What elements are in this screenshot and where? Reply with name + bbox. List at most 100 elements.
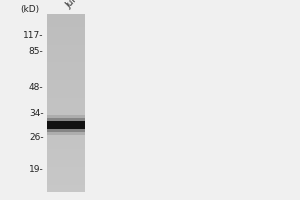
Bar bbox=[46, 81, 86, 83]
Bar bbox=[46, 30, 86, 31]
Bar bbox=[46, 86, 86, 88]
Bar bbox=[46, 44, 86, 45]
Bar bbox=[46, 128, 86, 130]
Bar bbox=[46, 35, 86, 36]
Bar bbox=[46, 151, 86, 152]
Bar bbox=[46, 147, 86, 148]
Bar bbox=[46, 164, 86, 165]
Bar bbox=[46, 170, 86, 172]
Bar bbox=[46, 175, 86, 176]
Bar bbox=[46, 154, 86, 156]
Bar bbox=[46, 119, 86, 120]
Bar bbox=[46, 53, 86, 54]
Bar bbox=[46, 172, 86, 173]
Bar bbox=[46, 106, 86, 107]
Bar bbox=[46, 17, 86, 18]
Bar bbox=[46, 191, 86, 192]
Bar bbox=[46, 43, 86, 44]
Bar bbox=[46, 84, 86, 85]
Bar bbox=[46, 120, 86, 122]
Bar bbox=[46, 104, 86, 106]
Bar bbox=[46, 79, 86, 81]
Bar bbox=[46, 29, 86, 30]
Bar bbox=[46, 77, 86, 78]
Text: 34-: 34- bbox=[29, 108, 44, 117]
Bar bbox=[46, 151, 86, 153]
Bar bbox=[46, 121, 86, 123]
Bar bbox=[46, 90, 86, 91]
Bar bbox=[46, 148, 86, 149]
Bar bbox=[46, 111, 86, 113]
Bar bbox=[46, 167, 86, 168]
Bar bbox=[46, 60, 86, 61]
Bar bbox=[46, 83, 86, 84]
Bar bbox=[46, 131, 86, 132]
Bar bbox=[46, 132, 86, 133]
Bar bbox=[46, 55, 86, 57]
Bar bbox=[46, 73, 86, 75]
Bar bbox=[46, 51, 86, 52]
Bar bbox=[46, 171, 86, 172]
Bar bbox=[46, 182, 86, 183]
Bar bbox=[46, 41, 86, 42]
Bar bbox=[46, 185, 86, 187]
Bar bbox=[46, 18, 86, 19]
Bar bbox=[46, 30, 86, 32]
Text: 19-: 19- bbox=[29, 164, 44, 173]
Bar bbox=[46, 160, 86, 162]
Bar bbox=[46, 27, 86, 28]
Bar bbox=[46, 146, 86, 148]
Bar bbox=[46, 62, 86, 64]
Bar bbox=[46, 137, 86, 139]
Text: (kD): (kD) bbox=[20, 5, 40, 14]
Bar bbox=[46, 119, 86, 121]
Bar bbox=[46, 95, 86, 97]
Bar bbox=[46, 113, 86, 115]
Bar bbox=[46, 186, 86, 188]
Text: Jurkat: Jurkat bbox=[64, 0, 89, 10]
Bar bbox=[46, 76, 86, 77]
Bar bbox=[46, 15, 86, 17]
Bar bbox=[46, 71, 86, 73]
Bar bbox=[46, 98, 86, 99]
Bar bbox=[46, 34, 86, 35]
Bar bbox=[46, 159, 86, 160]
Bar bbox=[46, 36, 86, 37]
Bar bbox=[46, 155, 86, 156]
Bar bbox=[46, 166, 86, 167]
Bar bbox=[46, 37, 86, 38]
Bar bbox=[46, 58, 86, 59]
Bar bbox=[46, 38, 86, 40]
Bar bbox=[46, 136, 86, 138]
Bar bbox=[46, 24, 86, 26]
Bar bbox=[46, 116, 86, 117]
Bar bbox=[46, 67, 86, 68]
Bar bbox=[46, 159, 86, 161]
Bar bbox=[46, 129, 86, 131]
Bar bbox=[46, 181, 86, 182]
Bar bbox=[46, 189, 86, 190]
Bar bbox=[46, 118, 86, 119]
Bar bbox=[46, 99, 86, 100]
Bar bbox=[46, 103, 86, 105]
Bar bbox=[46, 88, 86, 90]
Bar bbox=[46, 188, 86, 189]
Bar bbox=[46, 78, 86, 79]
Bar bbox=[46, 65, 86, 67]
Bar bbox=[46, 165, 86, 166]
Bar bbox=[46, 74, 86, 75]
Bar bbox=[46, 46, 86, 47]
Bar bbox=[46, 161, 86, 163]
Bar bbox=[46, 68, 86, 69]
Bar bbox=[46, 20, 86, 21]
Bar bbox=[46, 14, 86, 15]
Bar bbox=[46, 94, 86, 95]
Bar bbox=[46, 190, 86, 191]
Bar bbox=[46, 127, 86, 129]
Bar bbox=[46, 54, 86, 55]
Bar bbox=[46, 108, 86, 109]
Bar bbox=[46, 141, 86, 142]
Bar bbox=[46, 109, 86, 110]
Bar bbox=[46, 111, 86, 112]
Bar bbox=[46, 19, 86, 20]
